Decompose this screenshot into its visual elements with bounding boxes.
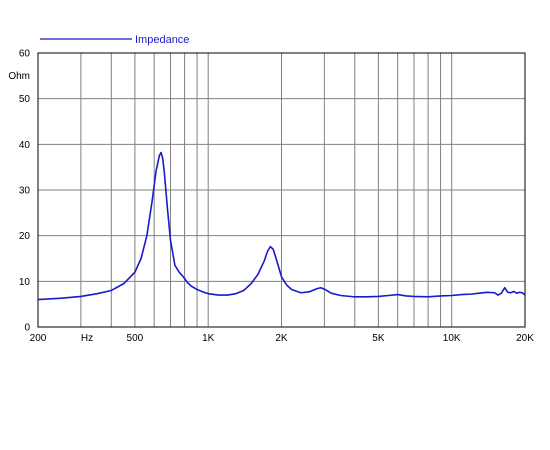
y-unit-label: Ohm <box>8 71 30 82</box>
y-tick-label: 10 <box>19 277 31 288</box>
y-tick-label: 60 <box>19 49 31 60</box>
x-tick-label: 2K <box>275 333 288 344</box>
x-tick-label: 20K <box>516 333 534 344</box>
y-axis-tick-labels: 0 10 20 30 40 50 60 <box>19 49 31 334</box>
legend: Impedance <box>40 34 189 46</box>
y-tick-label: 30 <box>19 186 31 197</box>
y-tick-label: 50 <box>19 94 31 105</box>
y-tick-label: 20 <box>19 231 31 242</box>
legend-label-impedance: Impedance <box>135 34 189 46</box>
x-tick-label: 1K <box>202 333 215 344</box>
x-tick-label: 5K <box>372 333 385 344</box>
series-line-impedance <box>37 151 526 301</box>
plot-frame <box>37 52 526 328</box>
series-layer <box>37 151 526 301</box>
y-tick-label: 0 <box>24 323 30 334</box>
x-tick-label: 10K <box>443 333 461 344</box>
plot-border <box>37 52 526 328</box>
x-axis-tick-labels: 200 500 1K 2K 5K 10K 20K <box>30 333 535 344</box>
grid <box>38 53 525 327</box>
y-tick-label: 40 <box>19 140 31 151</box>
x-tick-label: 200 <box>30 333 47 344</box>
x-unit-label: Hz <box>81 333 93 344</box>
x-tick-label: 500 <box>127 333 144 344</box>
